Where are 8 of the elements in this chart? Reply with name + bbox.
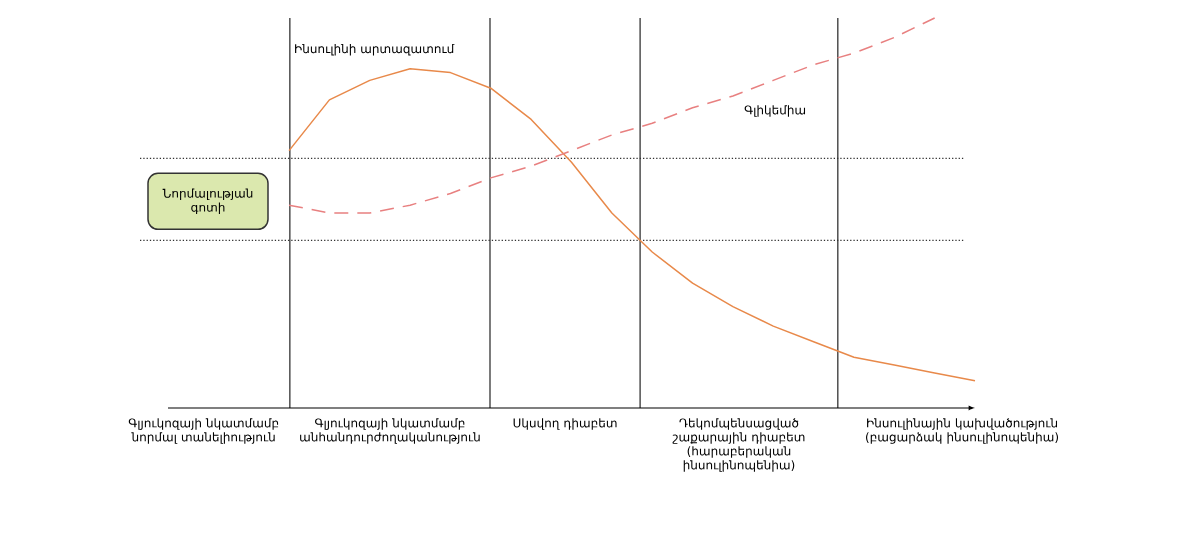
- ref-line-label: Նորմալության գոտի: [162, 188, 253, 215]
- text: Գլյուկոզայի նկատմամբ նորմալ տանելիություն: [128, 418, 279, 444]
- series-label: Ինսուլինի արտազատում: [295, 43, 455, 56]
- text: Սկսվող դիաբետ: [513, 418, 617, 430]
- text: Ինսուլինային կախվածություն (բացարձակ ինսուլինոպենիա): [866, 418, 1059, 444]
- text: Դեկոմպենսացված շաքարային դիաբետ (հարաբերական ինսուլինոպենիա): [672, 418, 805, 472]
- series-label: Գլիկեմիա: [744, 105, 806, 117]
- text: Գլյուկոզայի նկատմամբ անհանդուրժողականություն: [300, 418, 480, 444]
